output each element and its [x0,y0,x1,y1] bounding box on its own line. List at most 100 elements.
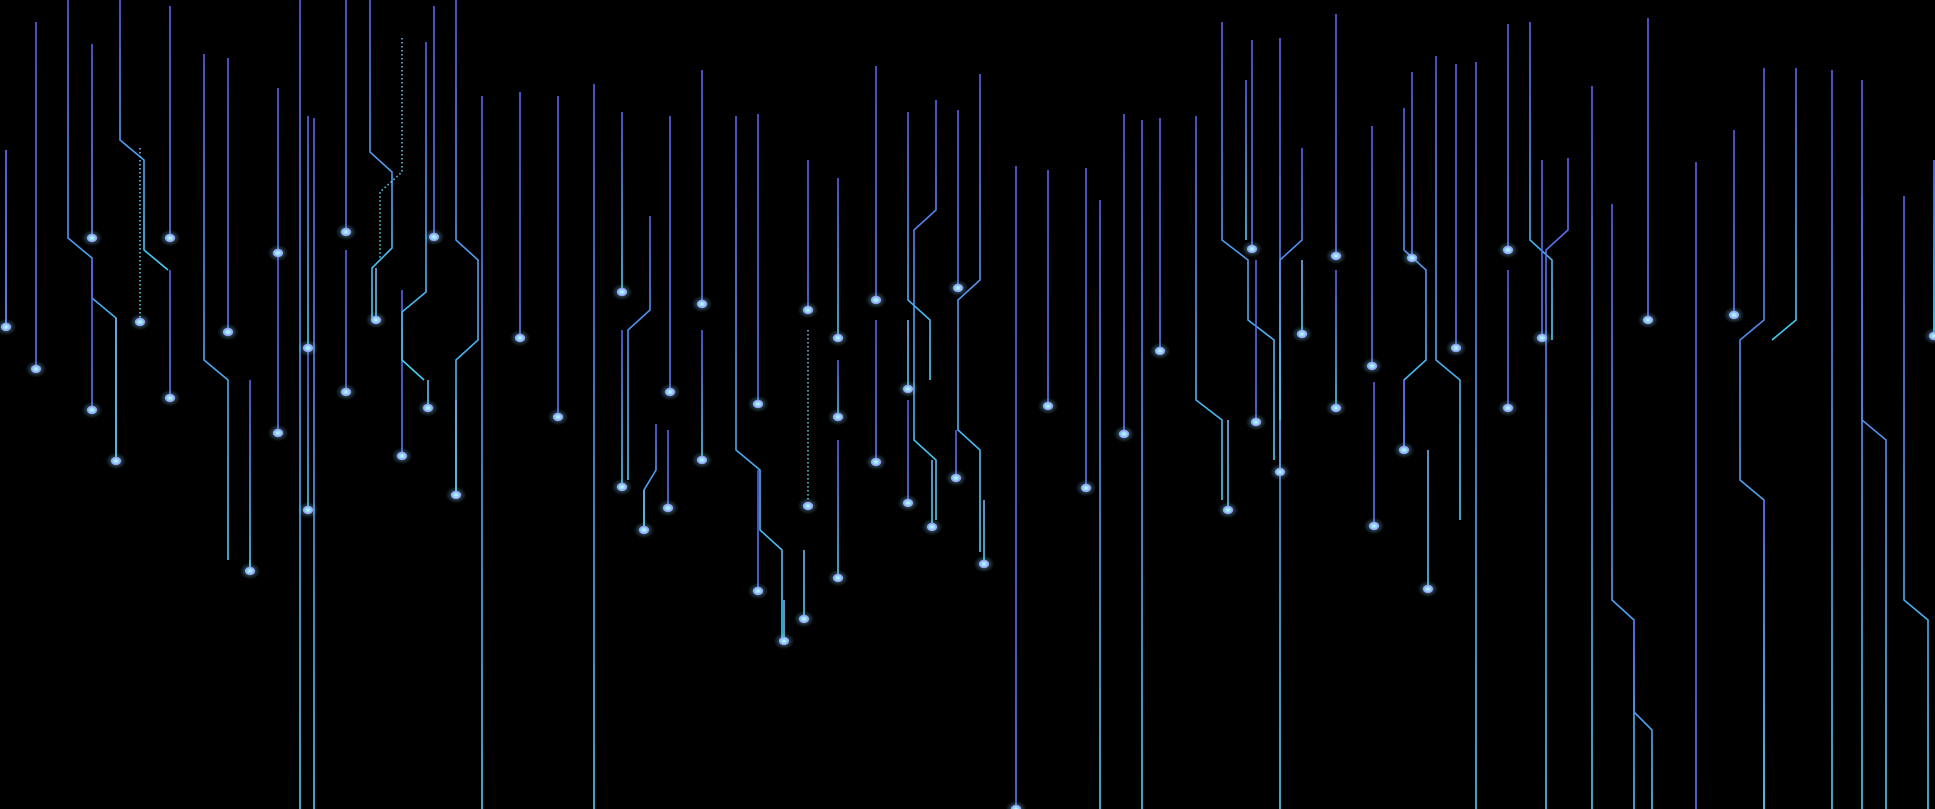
trace-node [1330,251,1342,261]
trace-node [1642,315,1654,325]
trace-node [832,573,844,583]
trace-node [514,333,526,343]
trace-node [1450,343,1462,353]
trace-node [134,317,146,327]
trace-node [664,387,676,397]
circuit-trace [1221,22,1275,460]
trace-node [1728,310,1740,320]
circuit-trace [1279,148,1303,420]
trace-node [662,503,674,513]
trace-node [616,482,628,492]
circuit-trace [907,112,931,380]
trace-node [30,364,42,374]
circuit-trace [369,0,393,320]
trace-node [552,412,564,422]
trace-node [428,232,440,242]
circuit-trace [913,100,937,520]
trace-node [1398,445,1410,455]
trace-node [396,451,408,461]
trace-node [832,333,844,343]
node-layer [0,223,1935,809]
circuit-trace [735,116,783,640]
circuit-trace [1611,204,1635,809]
circuit-trace [455,0,479,495]
trace-node [902,384,914,394]
trace-layer [5,0,1935,809]
trace-node [302,505,314,515]
trace-node [86,233,98,243]
circuit-trace [1903,196,1929,809]
circuit-trace [1861,196,1887,809]
trace-node [752,586,764,596]
circuit-trace [643,424,657,530]
circuit-trace [1403,108,1427,450]
trace-node [450,490,462,500]
trace-node [222,327,234,337]
trace-node [370,315,382,325]
circuit-trace [203,54,229,560]
trace-node [802,305,814,315]
circuit-trace [1545,158,1569,809]
trace-node [1330,403,1342,413]
trace-node [870,457,882,467]
trace-node [1366,361,1378,371]
circuit-trace [1529,22,1553,340]
trace-node [798,614,810,624]
trace-node [1406,253,1418,263]
trace-node [1246,244,1258,254]
trace-node [272,428,284,438]
circuit-trace [1633,620,1653,809]
trace-node [110,456,122,466]
trace-node [802,501,814,511]
trace-node [340,227,352,237]
trace-node [86,405,98,415]
trace-node [902,498,914,508]
circuit-trace [1739,68,1765,809]
trace-node [1154,346,1166,356]
circuit-trace [957,74,981,552]
trace-node [696,455,708,465]
trace-node [1042,401,1054,411]
trace-node [926,522,938,532]
trace-node [1502,403,1514,413]
trace-node [164,233,176,243]
trace-node [752,399,764,409]
trace-node [638,525,650,535]
circuit-trace [119,0,169,271]
trace-node [1080,483,1092,493]
trace-node [1250,417,1262,427]
trace-node [0,322,12,332]
trace-node [1368,521,1380,531]
circuit-trace [379,38,403,260]
trace-node [340,387,352,397]
circuit-trace [1195,116,1223,500]
trace-node [1928,331,1935,341]
trace-node [950,473,962,483]
trace-node [952,283,964,293]
circuit-trace [1771,68,1797,341]
trace-node [832,412,844,422]
trace-node [696,299,708,309]
trace-node [164,393,176,403]
trace-node [1422,584,1434,594]
trace-node [1274,467,1286,477]
circuit-trace [401,42,427,381]
circuit-trace [627,216,651,480]
trace-node [870,295,882,305]
trace-node [422,403,434,413]
trace-node [244,566,256,576]
trace-node [1536,333,1548,343]
trace-node [302,343,314,353]
trace-node [1296,329,1308,339]
trace-node [616,287,628,297]
trace-node [1010,804,1022,809]
trace-node [1502,245,1514,255]
trace-node [1222,505,1234,515]
trace-node [778,636,790,646]
trace-node [272,248,284,258]
circuit-trace [1435,56,1461,520]
trace-node [978,559,990,569]
trace-node [1118,429,1130,439]
